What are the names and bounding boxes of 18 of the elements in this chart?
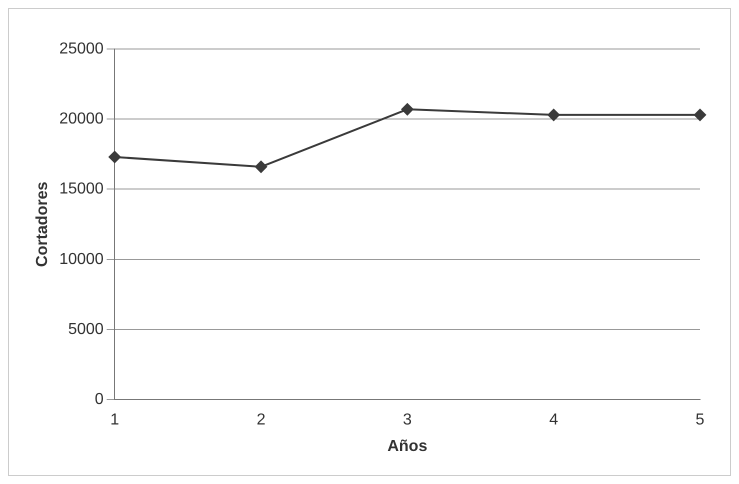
- point: [108, 150, 121, 163]
- y-axis-title: Cortadores: [34, 182, 52, 267]
- y-tick-label: 15000: [59, 180, 104, 198]
- y-tick-label: 5000: [68, 320, 104, 338]
- x-tick-label: 5: [696, 412, 705, 429]
- x-tick-label: 2: [256, 412, 266, 429]
- point: [548, 108, 560, 121]
- point: [401, 103, 414, 116]
- x-axis-title: Años: [387, 438, 428, 455]
- x-tick-label: 4: [549, 412, 558, 429]
- point: [255, 160, 268, 173]
- y-tick-label: 20000: [59, 110, 104, 128]
- point: [694, 108, 706, 121]
- y-tick-label: 10000: [59, 250, 104, 268]
- x-tick-label: 3: [402, 412, 412, 429]
- x-tick-label: 1: [110, 412, 120, 429]
- y-tick-label: 25000: [59, 40, 104, 58]
- y-tick-label: 0: [94, 391, 104, 408]
